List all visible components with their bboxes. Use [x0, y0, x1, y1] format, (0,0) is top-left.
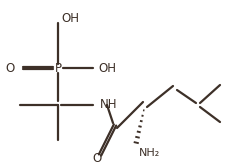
Text: NH: NH — [100, 98, 118, 112]
Text: NH₂: NH₂ — [139, 148, 160, 158]
Text: OH: OH — [61, 11, 79, 25]
Text: P: P — [55, 61, 61, 74]
Text: O: O — [92, 153, 102, 165]
Text: O: O — [6, 61, 15, 74]
Text: OH: OH — [98, 61, 116, 74]
